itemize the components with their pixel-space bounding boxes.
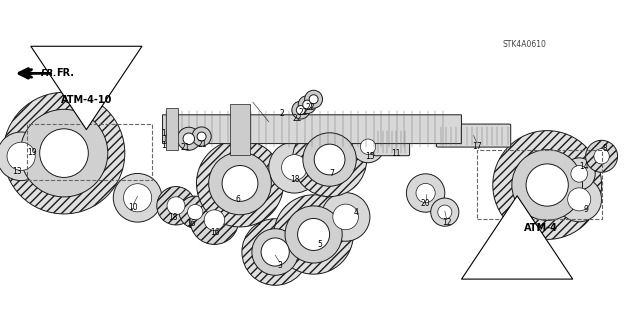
Ellipse shape [3,92,125,214]
Ellipse shape [571,166,588,182]
Ellipse shape [321,193,370,241]
Ellipse shape [360,139,376,154]
Ellipse shape [557,177,602,222]
Ellipse shape [183,133,195,145]
Text: 17: 17 [472,142,482,151]
Text: 7: 7 [329,169,334,178]
Ellipse shape [166,129,177,139]
Bar [230,104,250,154]
Text: 22: 22 [299,108,308,117]
Ellipse shape [303,133,356,186]
Text: 1: 1 [161,141,166,150]
Ellipse shape [167,197,185,215]
Ellipse shape [261,238,289,266]
Text: 3: 3 [277,261,282,270]
Text: 12: 12 [442,218,451,227]
Ellipse shape [303,100,312,109]
Ellipse shape [165,132,178,145]
Text: FR.: FR. [40,69,57,78]
FancyBboxPatch shape [436,124,511,147]
Ellipse shape [298,96,316,114]
Ellipse shape [188,204,203,220]
Ellipse shape [416,183,435,203]
Ellipse shape [204,210,225,230]
Text: 14: 14 [579,162,589,171]
Ellipse shape [406,174,445,212]
Text: 22: 22 [292,114,301,123]
Ellipse shape [568,188,591,211]
Text: ATM-4: ATM-4 [524,223,557,233]
Ellipse shape [179,196,211,228]
Ellipse shape [209,152,271,215]
Ellipse shape [269,142,320,193]
Ellipse shape [196,140,284,227]
Ellipse shape [309,95,318,104]
Ellipse shape [274,195,353,274]
Ellipse shape [20,109,108,197]
Ellipse shape [242,219,308,285]
Text: 21: 21 [181,143,190,152]
Ellipse shape [0,132,45,181]
Ellipse shape [333,204,358,230]
Text: 22: 22 [305,103,314,112]
Ellipse shape [192,127,211,146]
Text: FR.: FR. [24,68,74,78]
Text: 16: 16 [210,228,220,237]
Ellipse shape [298,219,330,250]
Text: 6: 6 [236,195,241,204]
Text: 18: 18 [291,175,300,184]
Text: 10: 10 [128,204,138,212]
Text: 4: 4 [353,208,358,217]
Text: 16: 16 [186,219,196,228]
Ellipse shape [563,158,595,190]
FancyBboxPatch shape [163,115,461,144]
Ellipse shape [124,184,152,212]
Text: 8: 8 [602,144,607,153]
Ellipse shape [586,140,618,172]
Ellipse shape [197,132,206,141]
Ellipse shape [431,198,459,226]
Text: 11: 11 [391,149,400,158]
Text: 19: 19 [27,148,37,157]
Ellipse shape [252,229,298,275]
Ellipse shape [352,131,384,163]
Ellipse shape [7,142,35,170]
Ellipse shape [190,196,239,244]
Ellipse shape [292,122,367,197]
Ellipse shape [512,150,582,220]
Text: 5: 5 [317,241,322,249]
Ellipse shape [285,206,342,263]
Ellipse shape [292,101,310,119]
Text: 13: 13 [12,167,22,176]
Ellipse shape [222,166,258,201]
Text: 15: 15 [365,152,375,161]
Ellipse shape [526,164,568,206]
Text: 18: 18 [168,213,177,222]
Bar [166,108,178,150]
Text: 21: 21 [198,140,207,149]
Ellipse shape [438,205,452,219]
Ellipse shape [113,174,162,222]
Ellipse shape [594,149,609,164]
Bar [27,124,152,180]
Ellipse shape [282,155,307,180]
Ellipse shape [296,106,305,115]
Text: STK4A0610: STK4A0610 [503,40,547,49]
Ellipse shape [314,144,345,175]
Text: ATM-4-10: ATM-4-10 [61,95,112,106]
Ellipse shape [493,130,602,240]
FancyBboxPatch shape [374,128,410,156]
Text: 9: 9 [583,205,588,214]
Bar [477,150,602,219]
Text: 20: 20 [420,199,431,208]
Ellipse shape [157,187,195,225]
Text: 1: 1 [161,129,166,138]
Ellipse shape [177,127,200,150]
Text: 2: 2 [279,109,284,118]
Ellipse shape [305,90,323,108]
Ellipse shape [40,129,88,177]
